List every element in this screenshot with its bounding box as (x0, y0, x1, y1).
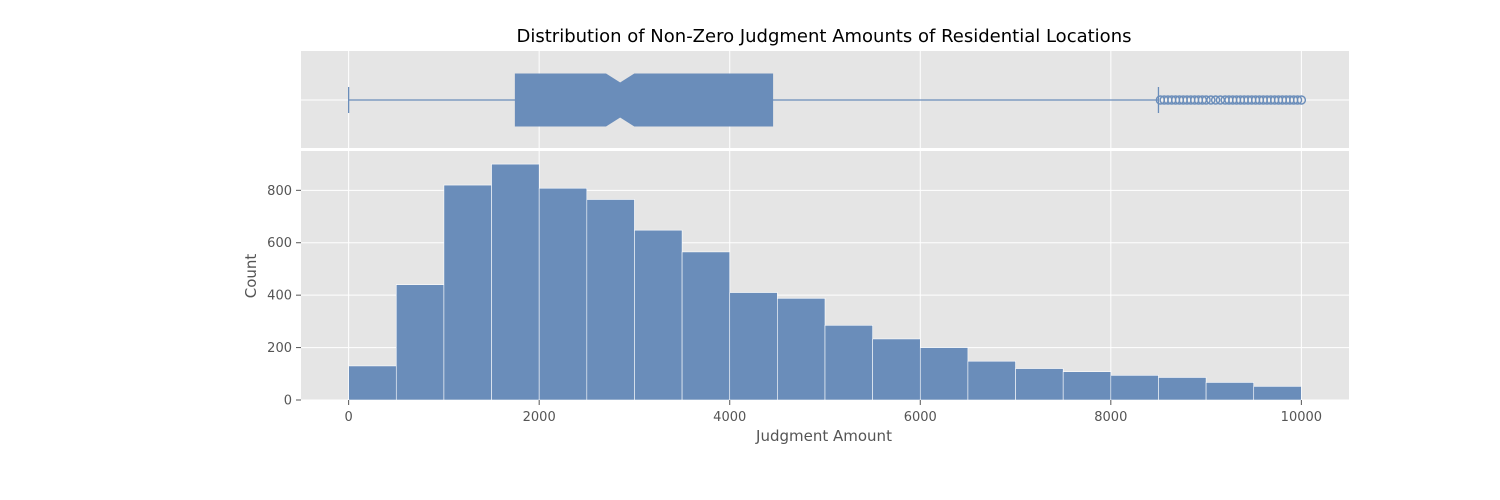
histogram-bar (538, 187, 588, 401)
x-tick-label: 4000 (713, 410, 746, 425)
y-axis-ticks: 0 200 400 600 800 (267, 184, 301, 409)
histogram-bar (1205, 382, 1255, 401)
histogram-bar (1158, 377, 1207, 401)
x-axis-label: Judgment Amount (755, 427, 892, 445)
histogram-bar (634, 229, 683, 401)
y-axis-label: Count (242, 254, 260, 299)
y-tick-label: 200 (267, 341, 292, 356)
histogram-bar (872, 338, 921, 401)
histogram-bar (1253, 386, 1302, 401)
histogram-bar (1110, 375, 1159, 401)
x-tick-label: 6000 (904, 410, 937, 425)
boxplot-outlier (1292, 95, 1303, 105)
boxplot-outlier (1201, 95, 1211, 105)
histogram-bar (348, 365, 397, 401)
histogram-bar (395, 284, 445, 401)
histogram-bar (1062, 371, 1112, 401)
x-tick-label: 8000 (1094, 410, 1127, 425)
histogram-bar (1015, 368, 1064, 401)
boxplot-outlier (1210, 95, 1221, 105)
histogram-bar (919, 347, 969, 401)
boxplot-outlier (1206, 95, 1216, 105)
chart-title: Distribution of Non-Zero Judgment Amount… (517, 26, 1132, 47)
y-tick-label: 600 (267, 236, 292, 251)
boxplot-panel (301, 51, 1349, 148)
histogram-bar (443, 184, 492, 401)
boxplot-outlier (1296, 95, 1307, 105)
histogram-bar (729, 292, 778, 401)
y-tick-label: 400 (267, 289, 292, 304)
histogram-panel: 0 2000 4000 6000 8000 10000 0 200 400 600 800 (267, 151, 1349, 425)
histogram-bar (681, 251, 731, 401)
histogram-bar (967, 360, 1016, 401)
x-tick-label: 10000 (1281, 410, 1322, 425)
y-tick-label: 800 (267, 184, 292, 199)
boxplot-box (514, 73, 774, 127)
x-tick-label: 0 (344, 410, 352, 425)
histogram-bar (824, 324, 873, 401)
boxplot-marks (347, 73, 1307, 127)
y-tick-label: 0 (284, 394, 292, 409)
histogram-bar (586, 199, 635, 401)
histogram-bar (491, 163, 540, 401)
histogram-bars (348, 163, 1302, 401)
x-axis-ticks: 0 2000 4000 6000 8000 10000 (344, 400, 1322, 425)
x-tick-label: 2000 (523, 410, 556, 425)
histogram-bar (777, 298, 826, 401)
